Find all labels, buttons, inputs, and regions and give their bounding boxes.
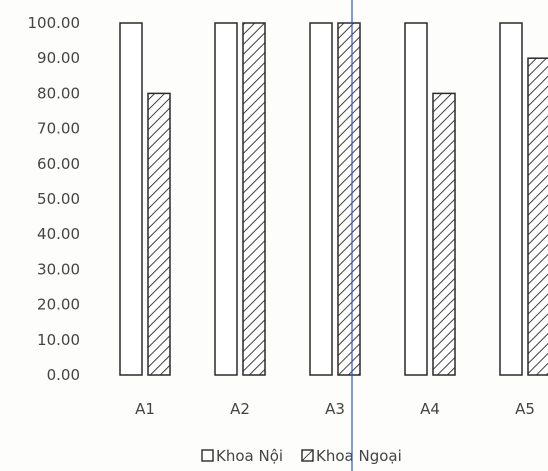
x-category-label: A1: [135, 400, 155, 418]
y-tick-label: 10.00: [37, 331, 80, 349]
bar-khoa-ngoai-a4: [432, 92, 456, 376]
legend-label: Khoa Ngoại: [316, 447, 402, 465]
x-category-label: A2: [230, 400, 250, 418]
y-tick-label: 30.00: [37, 260, 80, 278]
bar-khoa-noi-a4: [404, 22, 428, 376]
bar-khoa-ngoai-a3: [337, 22, 361, 376]
legend: Khoa Nội Khoa Ngoại: [201, 447, 402, 465]
y-tick-label: 40.00: [37, 225, 80, 243]
legend-swatch: [301, 449, 314, 462]
bars: [119, 22, 548, 376]
bar-khoa-noi-a5: [499, 22, 523, 376]
legend-swatch: [201, 449, 214, 462]
y-tick-label: 80.00: [37, 84, 80, 102]
bar-khoa-ngoai-a1: [147, 92, 171, 376]
bar-khoa-ngoai-a2: [242, 22, 266, 376]
bar-khoa-noi-a1: [119, 22, 143, 376]
y-tick-label: 90.00: [37, 49, 80, 67]
x-category-label: A4: [420, 400, 440, 418]
y-tick-label: 100.00: [28, 14, 81, 32]
x-category-label: A5: [515, 400, 535, 418]
x-axis: A1 A2 A3 A4 A5: [135, 400, 535, 418]
y-tick-label: 60.00: [37, 155, 80, 173]
y-tick-label: 20.00: [37, 296, 80, 314]
y-axis: 0.00 10.00 20.00 30.00 40.00 50.00 60.00 70.00 8…: [28, 14, 81, 384]
y-tick-label: 70.00: [37, 120, 80, 138]
x-category-label: A3: [325, 400, 345, 418]
legend-label: Khoa Nội: [216, 447, 283, 465]
bar-khoa-noi-a3: [309, 22, 333, 376]
y-tick-label: 0.00: [47, 366, 80, 384]
bar-khoa-ngoai-a5: [527, 57, 548, 376]
bar-khoa-noi-a2: [214, 22, 238, 376]
y-tick-label: 50.00: [37, 190, 80, 208]
